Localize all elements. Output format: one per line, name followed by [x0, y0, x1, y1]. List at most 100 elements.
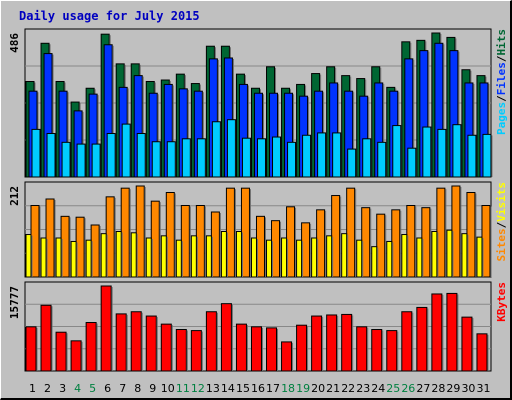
bar-sites-day-7-shadow	[129, 189, 131, 277]
bar-visits-day-13-shadow	[211, 236, 213, 277]
bar-pages-day-5	[91, 143, 101, 178]
bar-files-day-12-shadow	[202, 92, 204, 177]
bar-kbytes-day-8-shadow	[141, 312, 143, 371]
bar-sites-day-30-shadow	[475, 193, 477, 277]
bar-kbytes-day-12	[190, 330, 202, 372]
bar-sites-day-26-shadow	[415, 206, 417, 277]
bar-kbytes-day-6	[100, 285, 112, 372]
x-tick-label-day-7: 7	[119, 382, 126, 395]
bar-pages-day-20	[317, 132, 327, 178]
x-tick-label-day-22: 22	[341, 382, 355, 395]
bar-visits-day-20-shadow	[317, 239, 319, 277]
legend-item: KBytes	[495, 282, 508, 322]
bar-kbytes-day-4	[70, 340, 82, 372]
x-tick-label-day-12: 12	[191, 382, 205, 395]
bar-visits-day-25	[386, 240, 393, 278]
bar-visits-day-10-shadow	[166, 236, 168, 277]
bar-visits-day-29	[446, 229, 453, 278]
bar-files-day-11-shadow	[187, 89, 189, 177]
bar-kbytes-day-22-shadow	[352, 315, 354, 371]
bar-sites-day-9-shadow	[159, 202, 161, 277]
bar-sites-day-10	[165, 192, 175, 278]
bar-visits-day-23-shadow	[362, 241, 364, 277]
bar-kbytes-day-14	[220, 303, 232, 372]
bar-visits-day-1	[25, 234, 32, 278]
chart-title: Daily usage for July 2015	[19, 9, 200, 23]
bar-kbytes-day-31-shadow	[487, 334, 489, 371]
bar-visits-day-24-shadow	[377, 247, 379, 277]
bar-visits-day-25-shadow	[392, 242, 394, 277]
bar-sites-day-22	[346, 187, 356, 278]
x-tick-label-day-21: 21	[326, 382, 340, 395]
bar-kbytes-day-18-shadow	[292, 342, 294, 371]
bar-files-day-15-shadow	[247, 85, 249, 177]
bar-kbytes-day-1-shadow	[36, 327, 38, 371]
bar-visits-day-28-shadow	[437, 232, 439, 277]
bar-kbytes-day-24	[371, 329, 383, 372]
bar-kbytes-day-18	[281, 341, 293, 372]
bar-visits-day-22-shadow	[347, 234, 349, 277]
bar-sites-day-31-shadow	[490, 206, 492, 277]
bar-visits-day-14-shadow	[226, 232, 228, 277]
bar-files-day-24-shadow	[383, 83, 385, 177]
bar-sites-day-10-shadow	[174, 193, 176, 277]
bar-pages-day-15	[241, 137, 251, 178]
x-tick-label-day-3: 3	[59, 382, 66, 395]
bar-pages-day-12	[196, 138, 206, 178]
bar-pages-day-21	[332, 132, 342, 178]
bar-kbytes-day-6-shadow	[111, 287, 113, 371]
x-tick-label-day-25: 25	[386, 382, 400, 395]
bar-files-day-2-shadow	[52, 54, 54, 178]
bar-visits-day-4	[70, 240, 77, 278]
bar-visits-day-5-shadow	[91, 241, 93, 277]
bar-visits-day-13	[205, 235, 212, 278]
bar-kbytes-day-15-shadow	[246, 325, 248, 371]
x-tick-label-day-29: 29	[446, 382, 460, 395]
bar-visits-day-27-shadow	[422, 239, 424, 277]
bar-sites-day-18-shadow	[295, 207, 297, 277]
bar-files-day-5-shadow	[97, 95, 99, 177]
bar-sites-day-8-shadow	[144, 187, 146, 277]
bar-sites-day-16-shadow	[264, 217, 266, 277]
bar-pages-day-14	[226, 119, 236, 178]
bar-kbytes-day-30-shadow	[472, 318, 474, 371]
bar-kbytes-day-29-shadow	[457, 294, 459, 371]
bar-visits-day-19-shadow	[302, 241, 304, 277]
x-tick-label-day-26: 26	[401, 382, 415, 395]
bar-visits-day-12-shadow	[196, 236, 198, 277]
bar-kbytes-day-1	[25, 326, 37, 372]
x-tick-label-day-17: 17	[266, 382, 280, 395]
bar-kbytes-day-3	[55, 331, 67, 372]
bar-pages-day-4	[76, 143, 86, 178]
x-tick-label-day-11: 11	[176, 382, 190, 395]
bar-visits-day-3-shadow	[61, 239, 63, 277]
bar-visits-day-3	[55, 237, 62, 278]
bar-kbytes-day-11-shadow	[186, 330, 188, 371]
bar-visits-day-21-shadow	[332, 236, 334, 277]
x-tick-label-day-28: 28	[431, 382, 445, 395]
bar-pages-day-18	[287, 141, 297, 178]
bar-sites-day-15-shadow	[249, 189, 251, 277]
bar-visits-day-30-shadow	[467, 234, 469, 277]
x-tick-label-day-8: 8	[134, 382, 141, 395]
bar-kbytes-day-2-shadow	[51, 306, 53, 371]
bar-kbytes-day-3-shadow	[66, 333, 68, 371]
bar-visits-day-6	[100, 233, 107, 278]
bar-pages-day-13	[211, 121, 221, 178]
bar-files-day-30-shadow	[473, 83, 475, 177]
x-tick-label-day-1: 1	[29, 382, 36, 395]
bar-visits-day-12	[190, 235, 197, 278]
bar-kbytes-day-13-shadow	[216, 312, 218, 371]
bar-sites-day-11-shadow	[189, 206, 191, 277]
bar-visits-day-7-shadow	[121, 232, 123, 277]
bar-files-day-6-shadow	[112, 45, 114, 178]
bar-visits-day-10	[160, 235, 167, 278]
panel-1-ymax-label: 486	[8, 33, 21, 53]
bar-kbytes-day-21	[326, 314, 338, 372]
bar-files-day-10-shadow	[172, 85, 174, 177]
bar-kbytes-day-26-shadow	[412, 312, 414, 371]
bar-files-day-9-shadow	[157, 94, 159, 177]
legend-item: Sites	[495, 228, 508, 261]
bar-kbytes-day-27	[416, 306, 428, 372]
bar-pages-day-23	[362, 138, 372, 178]
